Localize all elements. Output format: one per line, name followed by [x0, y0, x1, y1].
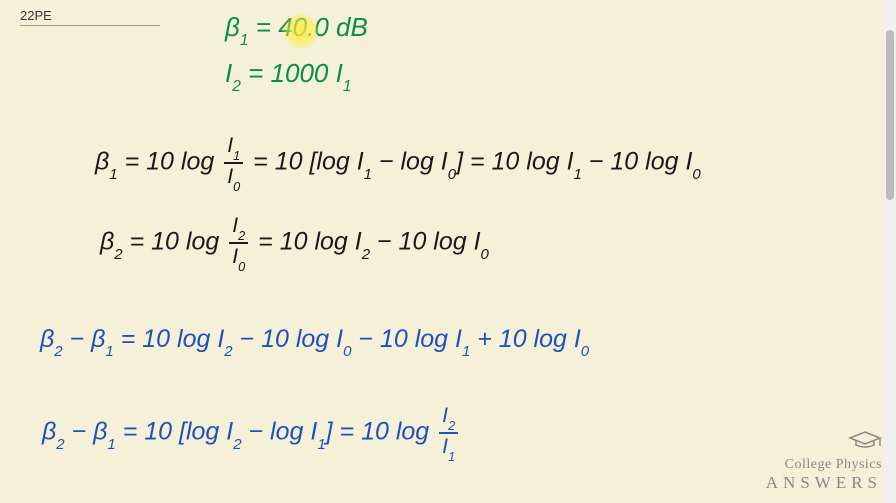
equation-difference-expanded: β2 − β1 = 10 log I2 − 10 log I0 − 10 log… [40, 325, 589, 357]
equation-beta1-expansion: β1 = 10 log I1I0 = 10 [log I1 − log I0] … [95, 135, 701, 191]
attribution: College Physics ANSWERS [766, 430, 882, 493]
equation-difference-simplified: β2 − β1 = 10 [log I2 − log I1] = 10 log … [42, 405, 461, 461]
graduation-cap-icon [766, 430, 882, 455]
scrollbar-thumb[interactable] [886, 30, 894, 200]
attribution-line1: College Physics [766, 457, 882, 473]
equation-beta2-expansion: β2 = 10 log I2I0 = 10 log I2 − 10 log I0 [100, 215, 489, 271]
scrollbar-track[interactable] [884, 0, 896, 503]
attribution-line2: ANSWERS [766, 473, 882, 493]
highlight-circle [282, 12, 320, 50]
problem-label: 22PE [20, 8, 160, 26]
equation-given-2: I2 = 1000 I1 [225, 58, 352, 93]
